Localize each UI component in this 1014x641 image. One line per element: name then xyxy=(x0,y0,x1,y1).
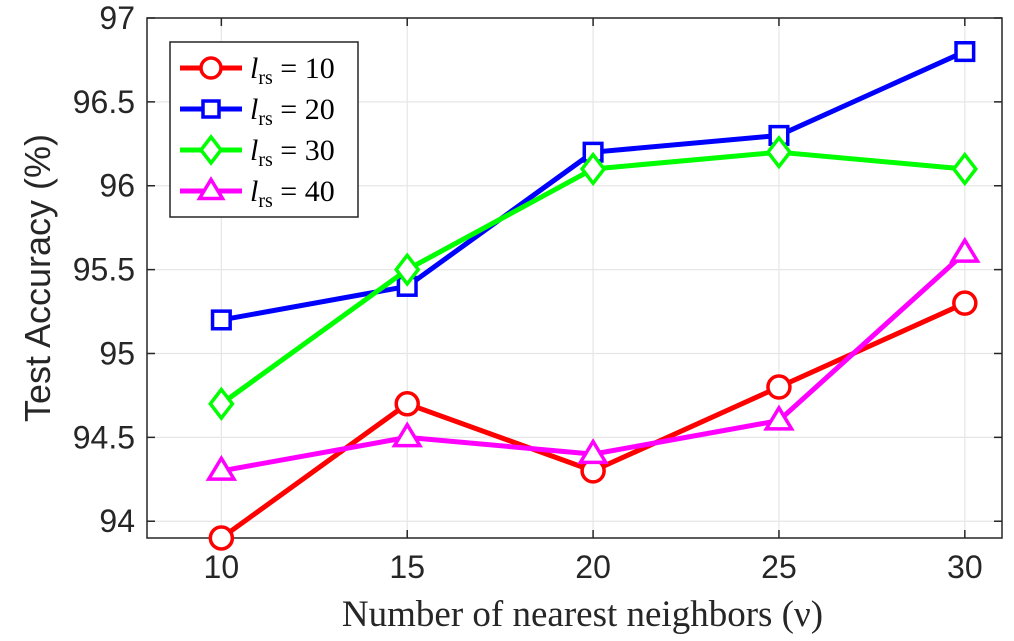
data-point xyxy=(949,236,981,263)
data-point xyxy=(210,309,232,331)
legend-label: lrs = 10 xyxy=(250,52,335,89)
legend-label: lrs = 20 xyxy=(250,93,335,130)
y-tick-label: 96.5 xyxy=(73,84,135,120)
legend-marker xyxy=(199,56,223,80)
data-point xyxy=(952,290,978,316)
x-tick-label: 25 xyxy=(761,549,797,585)
y-tick-label: 94 xyxy=(99,503,135,539)
data-point xyxy=(763,404,795,431)
legend-item: lrs = 10 xyxy=(180,52,335,89)
y-axis-title: Test Accuracy (%) xyxy=(17,134,58,422)
data-point xyxy=(208,525,235,551)
legend-marker xyxy=(201,99,221,119)
legend-marker xyxy=(198,134,224,166)
legend: lrs = 10 lrs = 20 lrs = 30 lrs = 40 xyxy=(169,41,359,218)
y-tick-label: 95.5 xyxy=(73,252,135,288)
y-tick-label: 94.5 xyxy=(73,419,135,455)
x-tick-label: 15 xyxy=(389,549,425,585)
y-tick-label: 97 xyxy=(99,0,135,36)
series-diamond xyxy=(208,135,979,421)
series-triangle xyxy=(205,236,981,481)
legend-label: lrs = 30 xyxy=(250,134,335,171)
data-point xyxy=(205,454,238,481)
y-tick-label: 96 xyxy=(99,168,135,204)
data-point xyxy=(951,151,979,187)
y-tick-label: 95 xyxy=(99,335,135,371)
legend-marker xyxy=(196,176,226,201)
x-axis-title: Number of nearest neighbors (ν) xyxy=(342,594,823,635)
data-point xyxy=(391,421,423,448)
plot-area-frame xyxy=(146,17,1003,539)
axis-ticks: 10 15 20 25 30 94 94.5 95 95.5 96 96.5 97 xyxy=(73,0,1002,585)
data-point xyxy=(954,40,976,63)
data-point xyxy=(577,438,609,465)
legend-item: lrs = 20 xyxy=(180,93,335,130)
data-point xyxy=(766,374,792,400)
x-tick-label: 10 xyxy=(204,549,240,585)
data-point xyxy=(208,386,235,421)
legend-label: lrs = 40 xyxy=(250,175,335,212)
data-series xyxy=(205,40,981,551)
data-point xyxy=(579,151,607,187)
data-point xyxy=(765,135,793,170)
x-tick-label: 30 xyxy=(947,549,983,585)
data-point xyxy=(394,252,421,287)
legend-item: lrs = 30 xyxy=(180,134,335,171)
x-tick-label: 20 xyxy=(575,549,611,585)
data-point xyxy=(394,391,420,417)
legend-item: lrs = 40 xyxy=(180,175,335,212)
